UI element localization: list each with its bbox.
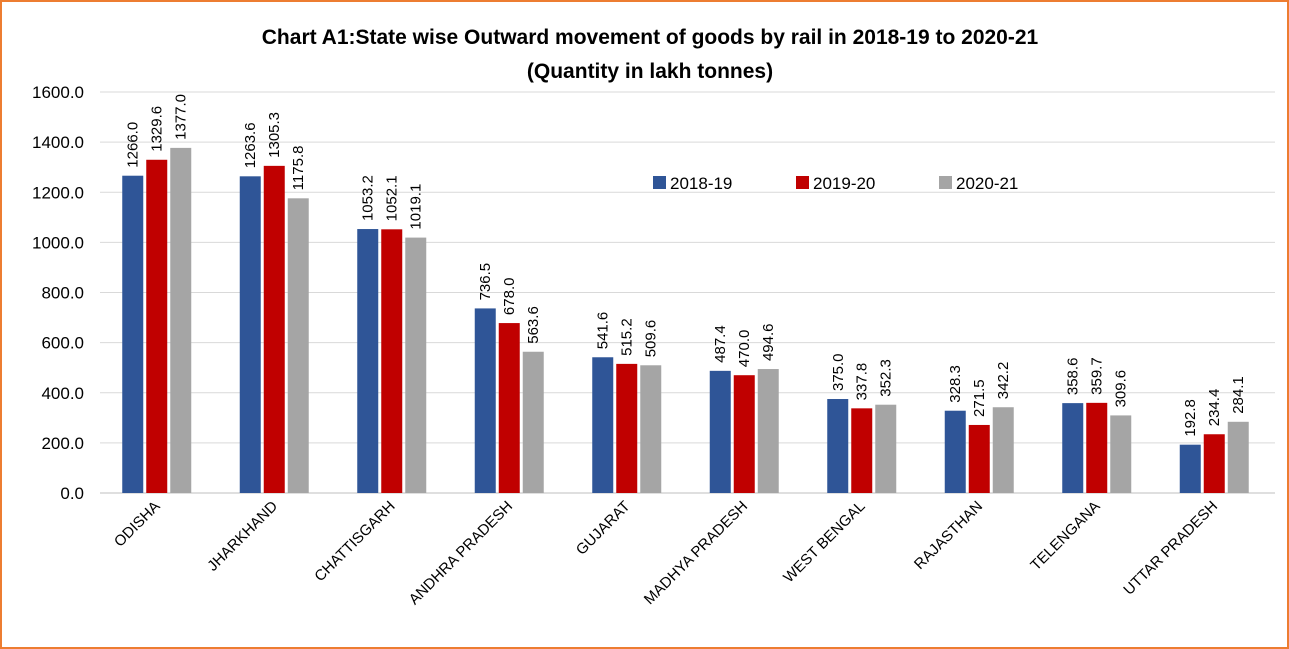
data-label: 1329.6 bbox=[149, 106, 166, 152]
y-tick-label: 600.0 bbox=[41, 334, 84, 353]
x-category-label: UTTAR PRADESH bbox=[1120, 498, 1221, 599]
data-label: 1175.8 bbox=[290, 146, 307, 191]
data-label: 1266.0 bbox=[125, 122, 142, 168]
bar bbox=[381, 229, 403, 493]
y-tick-label: 1000.0 bbox=[32, 233, 84, 252]
bar bbox=[709, 370, 731, 493]
data-label: 515.2 bbox=[619, 318, 636, 356]
legend-label: 2018-19 bbox=[670, 174, 732, 193]
bar bbox=[287, 198, 309, 493]
bar bbox=[1062, 403, 1084, 493]
legend-label: 2020-21 bbox=[956, 174, 1018, 193]
chart-title-line1: Chart A1:State wise Outward movement of … bbox=[262, 26, 1039, 49]
data-label: 1053.2 bbox=[360, 175, 377, 221]
data-label: 1052.1 bbox=[384, 175, 401, 221]
x-category-label: RAJASTHAN bbox=[911, 498, 986, 573]
chart-title-line2: (Quantity in lakh tonnes) bbox=[527, 60, 773, 83]
data-label: 358.6 bbox=[1065, 358, 1082, 396]
bar bbox=[968, 424, 990, 493]
y-tick-label: 1400.0 bbox=[32, 133, 84, 152]
legend-label: 2019-20 bbox=[813, 174, 875, 193]
bar bbox=[122, 175, 144, 494]
x-category-label: ODISHA bbox=[111, 498, 164, 551]
bar bbox=[851, 408, 873, 493]
bar bbox=[170, 147, 192, 493]
data-label: 470.0 bbox=[736, 330, 753, 368]
x-category-label: CHATTISGARH bbox=[311, 498, 398, 585]
legend-swatch bbox=[796, 176, 809, 189]
x-category-label: GUJARAT bbox=[573, 498, 634, 559]
bar bbox=[733, 375, 755, 493]
data-label: 352.3 bbox=[878, 359, 895, 397]
x-category-label: MADHYA PRADESH bbox=[641, 498, 751, 608]
data-label: 736.5 bbox=[477, 263, 494, 301]
data-label: 309.6 bbox=[1113, 370, 1130, 408]
data-label: 487.4 bbox=[712, 325, 729, 363]
bar bbox=[239, 176, 261, 494]
bar bbox=[474, 308, 496, 493]
bar bbox=[592, 357, 614, 493]
y-tick-label: 800.0 bbox=[41, 284, 84, 303]
bar bbox=[992, 407, 1014, 493]
data-label: 1263.6 bbox=[242, 122, 259, 168]
legend-swatch bbox=[939, 176, 952, 189]
bar bbox=[1110, 415, 1132, 493]
data-label: 271.5 bbox=[971, 379, 988, 417]
bar bbox=[405, 237, 427, 493]
bars bbox=[122, 147, 1249, 494]
data-label: 1305.3 bbox=[266, 112, 283, 158]
y-tick-label: 0.0 bbox=[60, 484, 84, 503]
bar bbox=[263, 165, 285, 493]
legend-swatch bbox=[653, 176, 666, 189]
data-label: 541.6 bbox=[595, 312, 612, 350]
data-label: 1377.0 bbox=[173, 94, 190, 140]
bar bbox=[944, 410, 966, 493]
data-label: 284.1 bbox=[1230, 376, 1247, 414]
data-label: 494.6 bbox=[760, 323, 777, 361]
bar bbox=[1086, 402, 1108, 493]
x-category-label: TELENGANA bbox=[1027, 498, 1103, 574]
y-axis-ticks: 0.0 200.0 400.0 600.0 800.0 1000.0 1200.0 1400.… bbox=[32, 83, 84, 503]
data-label: 678.0 bbox=[501, 278, 518, 316]
y-tick-label: 400.0 bbox=[41, 384, 84, 403]
data-label: 192.8 bbox=[1182, 399, 1199, 437]
x-category-label: JHARKHAND bbox=[204, 498, 281, 575]
bar bbox=[522, 351, 544, 493]
data-label: 1019.1 bbox=[408, 184, 425, 230]
data-label: 234.4 bbox=[1206, 389, 1223, 427]
bar bbox=[498, 323, 520, 493]
bar bbox=[827, 399, 849, 493]
data-label: 328.3 bbox=[947, 365, 964, 403]
x-category-label: WEST BENGAL bbox=[780, 498, 868, 586]
bar bbox=[146, 159, 168, 494]
data-label: 375.0 bbox=[830, 353, 847, 391]
data-label: 563.6 bbox=[525, 306, 542, 344]
legend: 2018-19 2019-20 2020-21 bbox=[653, 174, 1018, 193]
data-label: 337.8 bbox=[854, 363, 871, 401]
data-label: 359.7 bbox=[1089, 357, 1106, 395]
bar bbox=[1179, 444, 1201, 493]
bar bbox=[1227, 421, 1249, 493]
bar bbox=[757, 369, 779, 493]
data-labels: 1266.0 1329.6 1377.0 1263.6 1305.3 1175.8 1053… bbox=[125, 94, 1248, 437]
x-axis-categories: ODISHA JHARKHAND CHATTISGARH ANDHRA PRADESH… bbox=[111, 498, 1221, 609]
x-category-label: ANDHRA PRADESH bbox=[406, 498, 516, 608]
bar bbox=[875, 404, 897, 493]
bar bbox=[1203, 434, 1225, 493]
y-tick-label: 1600.0 bbox=[32, 83, 84, 102]
y-tick-label: 200.0 bbox=[41, 434, 84, 453]
bar bbox=[616, 363, 638, 493]
y-tick-label: 1200.0 bbox=[32, 183, 84, 202]
bar bbox=[357, 229, 379, 493]
data-label: 342.2 bbox=[995, 362, 1012, 400]
data-label: 509.6 bbox=[643, 320, 660, 358]
bar bbox=[640, 365, 662, 493]
